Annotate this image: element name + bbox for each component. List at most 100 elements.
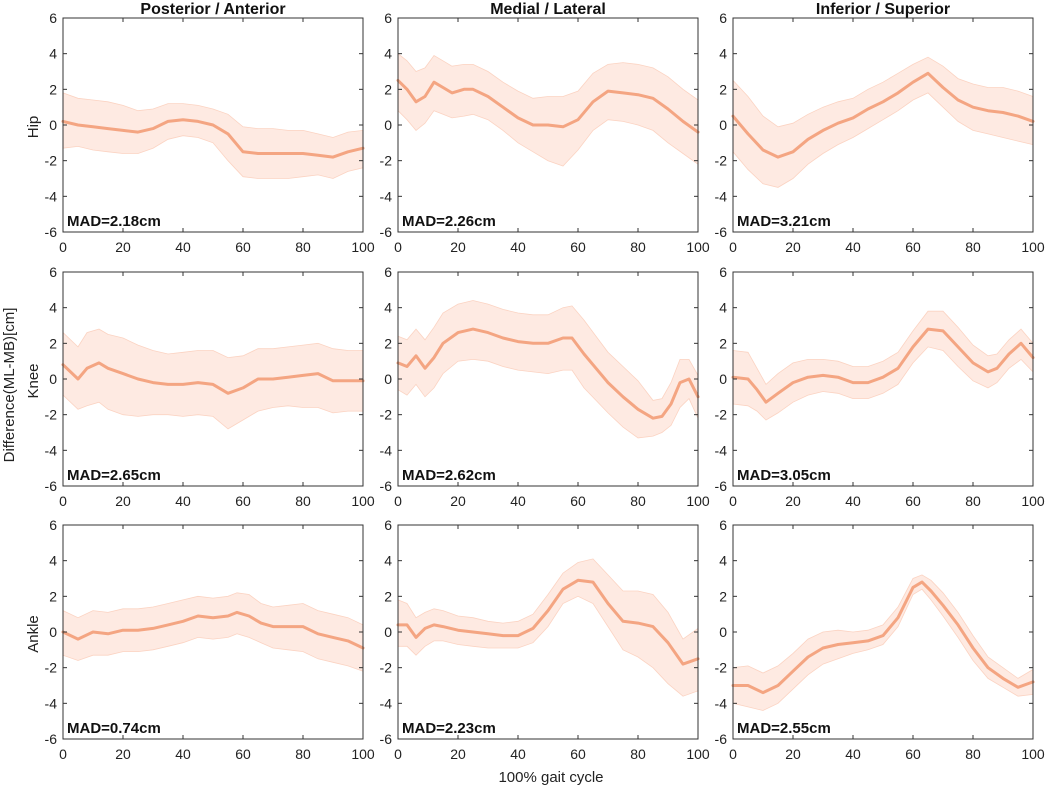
y-tick-label: 6 bbox=[384, 264, 392, 280]
x-tick-label: 80 bbox=[295, 239, 311, 255]
y-tick-label: 4 bbox=[49, 300, 57, 316]
y-tick-label: 4 bbox=[719, 300, 727, 316]
x-tick-label: 40 bbox=[175, 746, 191, 762]
y-tick-label: -6 bbox=[380, 478, 393, 494]
y-tick-label: 6 bbox=[384, 10, 392, 26]
x-tick-label: 20 bbox=[450, 239, 466, 255]
mad-annotation: MAD=3.21cm bbox=[737, 213, 831, 230]
x-tick-label: 100 bbox=[686, 239, 710, 255]
mean-line bbox=[396, 578, 700, 666]
x-tick-label: 40 bbox=[845, 493, 861, 509]
x-tick-label: 60 bbox=[570, 746, 586, 762]
y-tick-label: 6 bbox=[49, 264, 57, 280]
x-tick-label: 40 bbox=[175, 239, 191, 255]
mad-annotation: MAD=0.74cm bbox=[67, 720, 161, 737]
mean-line bbox=[396, 327, 700, 420]
y-tick-label: 0 bbox=[49, 117, 57, 133]
x-tick-label: 0 bbox=[59, 746, 67, 762]
row-label-ankle: Ankle bbox=[25, 615, 42, 653]
y-tick-label: -4 bbox=[45, 442, 58, 458]
mad-annotation: MAD=2.26cm bbox=[402, 213, 496, 230]
confidence-band bbox=[732, 56, 1034, 188]
x-tick-label: 40 bbox=[510, 239, 526, 255]
mad-annotation: MAD=2.18cm bbox=[67, 213, 161, 230]
y-tick-label: 4 bbox=[49, 553, 57, 569]
x-tick-label: 20 bbox=[115, 493, 131, 509]
y-tick-label: 2 bbox=[49, 335, 57, 351]
y-tick-label: -6 bbox=[715, 731, 728, 747]
x-tick-label: 0 bbox=[59, 239, 67, 255]
column-title-posterior-anterior: Posterior / Anterior bbox=[140, 1, 285, 18]
y-tick-label: 2 bbox=[384, 588, 392, 604]
x-tick-label: 100 bbox=[686, 493, 710, 509]
x-tick-label: 80 bbox=[630, 493, 646, 509]
x-tick-label: 80 bbox=[295, 493, 311, 509]
y-tick-label: -6 bbox=[45, 731, 58, 747]
y-tick-label: 0 bbox=[49, 624, 57, 640]
column-title-inferior-superior: Inferior / Superior bbox=[816, 1, 950, 18]
y-tick-label: -4 bbox=[380, 695, 393, 711]
y-tick-label: 6 bbox=[49, 10, 57, 26]
y-tick-label: 0 bbox=[384, 624, 392, 640]
x-tick-label: 40 bbox=[845, 239, 861, 255]
y-tick-label: 6 bbox=[719, 10, 727, 26]
y-tick-label: 0 bbox=[384, 117, 392, 133]
x-tick-label: 60 bbox=[235, 746, 251, 762]
y-tick-label: -4 bbox=[715, 442, 728, 458]
y-tick-label: -6 bbox=[45, 224, 58, 240]
mad-annotation: MAD=2.65cm bbox=[67, 467, 161, 484]
x-tick-label: 80 bbox=[965, 239, 981, 255]
y-tick-label: 4 bbox=[719, 46, 727, 62]
y-tick-label: -2 bbox=[45, 407, 58, 423]
confidence-band bbox=[732, 574, 1034, 711]
x-tick-label: 80 bbox=[965, 746, 981, 762]
x-tick-label: 20 bbox=[785, 239, 801, 255]
y-tick-label: -4 bbox=[45, 188, 58, 204]
y-tick-label: -6 bbox=[715, 478, 728, 494]
x-tick-label: 80 bbox=[295, 746, 311, 762]
x-tick-label: 40 bbox=[510, 493, 526, 509]
y-tick-label: -2 bbox=[715, 153, 728, 169]
y-tick-label: 2 bbox=[49, 81, 57, 97]
x-axis-title: 100% gait cycle bbox=[498, 769, 603, 786]
x-tick-label: 0 bbox=[394, 239, 402, 255]
row-label-hip: Hip bbox=[25, 116, 42, 139]
y-tick-label: 4 bbox=[49, 46, 57, 62]
y-tick-label: 2 bbox=[719, 81, 727, 97]
x-tick-label: 100 bbox=[351, 746, 375, 762]
x-tick-label: 80 bbox=[965, 493, 981, 509]
x-tick-label: 20 bbox=[785, 493, 801, 509]
x-tick-label: 0 bbox=[729, 746, 737, 762]
y-tick-label: -2 bbox=[715, 407, 728, 423]
x-tick-label: 0 bbox=[394, 746, 402, 762]
x-tick-label: 100 bbox=[686, 746, 710, 762]
y-tick-label: -4 bbox=[380, 442, 393, 458]
mean-line bbox=[731, 327, 1035, 404]
y-tick-label: 2 bbox=[384, 335, 392, 351]
x-tick-label: 100 bbox=[351, 239, 375, 255]
y-tick-label: 2 bbox=[719, 335, 727, 351]
y-tick-label: 6 bbox=[384, 517, 392, 533]
y-tick-label: 4 bbox=[384, 46, 392, 62]
confidence-band bbox=[62, 592, 364, 672]
y-tick-label: -4 bbox=[45, 695, 58, 711]
x-tick-label: 100 bbox=[1021, 746, 1045, 762]
x-tick-label: 60 bbox=[905, 239, 921, 255]
y-tick-label: -2 bbox=[380, 407, 393, 423]
y-tick-label: -2 bbox=[45, 153, 58, 169]
x-tick-label: 20 bbox=[450, 746, 466, 762]
y-tick-label: 0 bbox=[49, 371, 57, 387]
y-tick-label: 2 bbox=[384, 81, 392, 97]
y-tick-label: 6 bbox=[719, 517, 727, 533]
column-title-medial-lateral: Medial / Lateral bbox=[490, 1, 606, 18]
y-tick-label: 6 bbox=[49, 517, 57, 533]
y-tick-label: -2 bbox=[715, 660, 728, 676]
confidence-band bbox=[62, 92, 364, 179]
mad-annotation: MAD=2.62cm bbox=[402, 467, 496, 484]
x-tick-label: 100 bbox=[1021, 239, 1045, 255]
